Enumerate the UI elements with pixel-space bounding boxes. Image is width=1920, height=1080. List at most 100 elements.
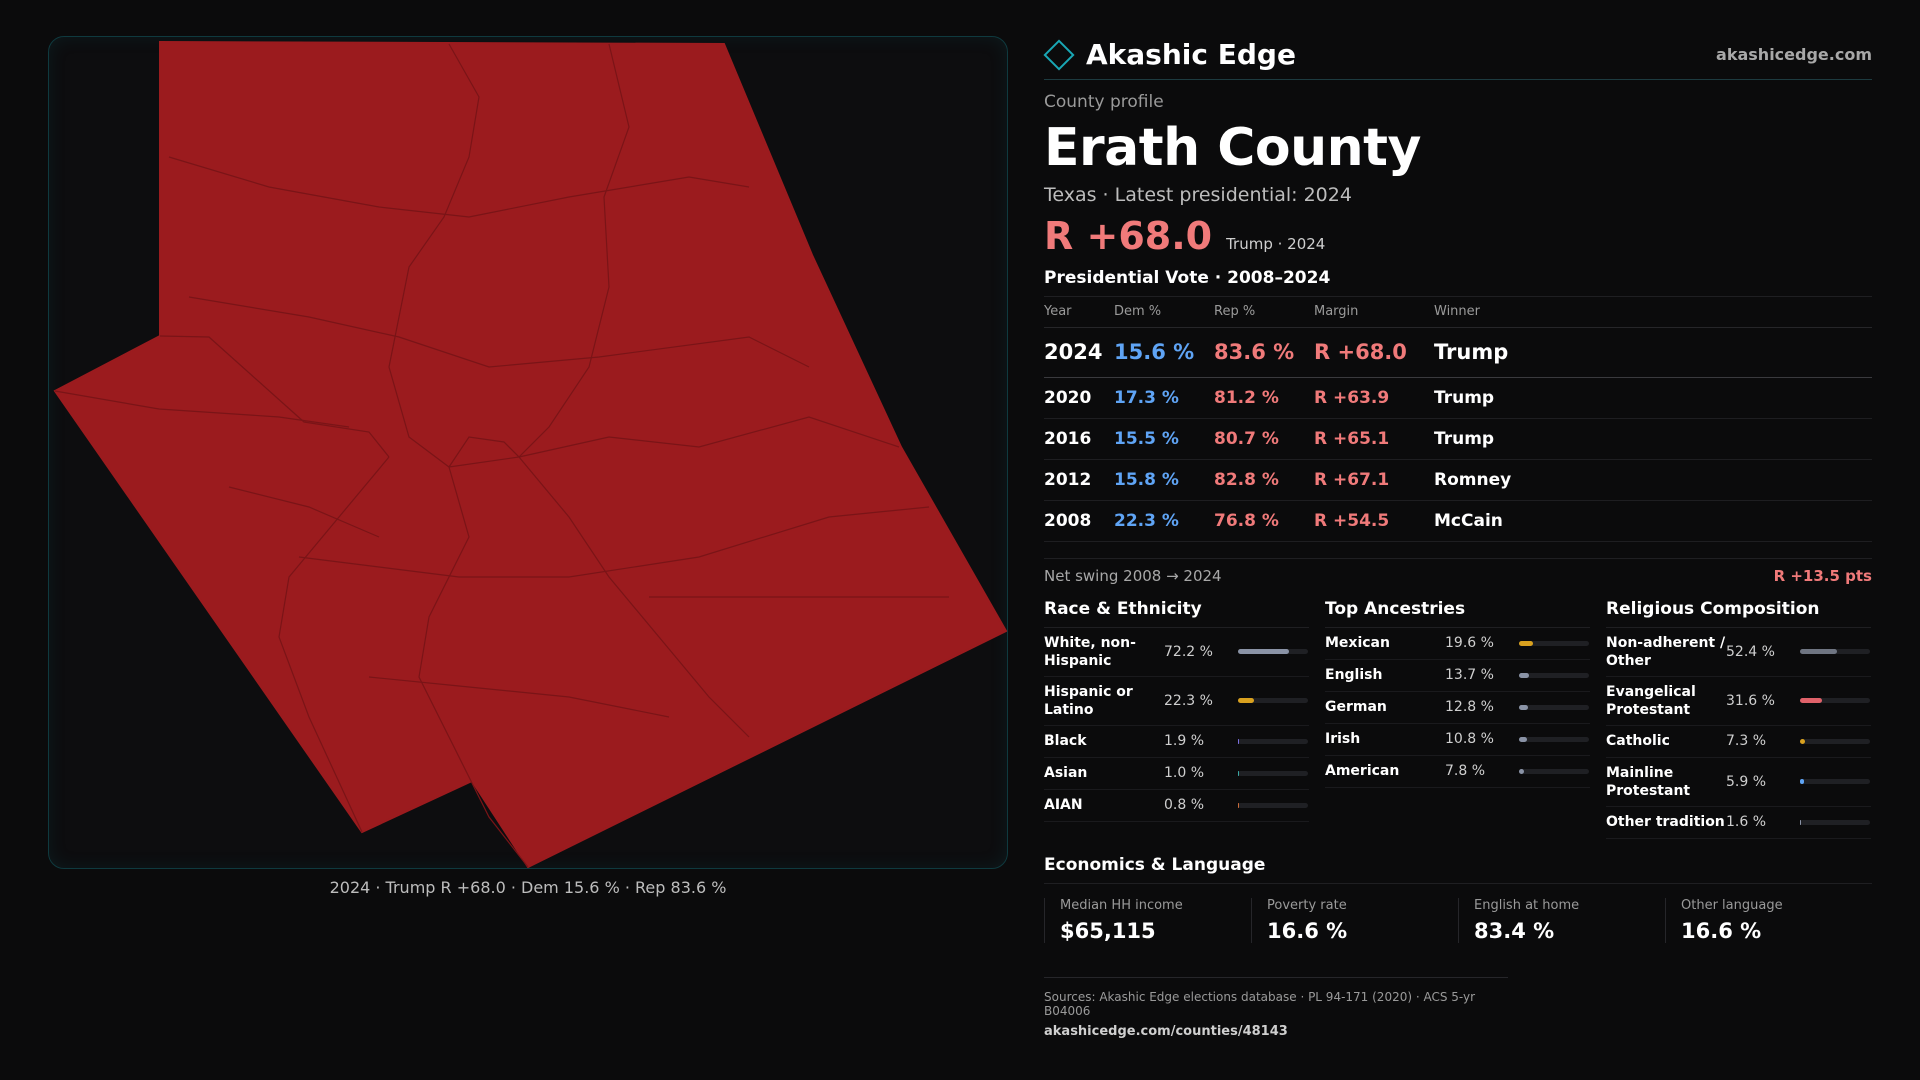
cell-dem: 15.5 %	[1114, 418, 1214, 460]
cell-year: 2008	[1044, 500, 1114, 542]
cell-margin: R +63.9	[1314, 377, 1434, 419]
share-bar-track	[1238, 738, 1308, 744]
list-item: Mainline Protestant 5.9 %	[1606, 758, 1871, 807]
stat-value: 83.4 %	[1474, 918, 1555, 943]
stat-value: 16.6 %	[1681, 918, 1762, 943]
list-item-value: 1.9 %	[1164, 733, 1205, 749]
stat-other-language: Other language 16.6 %	[1665, 897, 1872, 943]
list-item: Evangelical Protestant 31.6 %	[1606, 677, 1871, 726]
col-header-rep: Rep %	[1214, 297, 1314, 328]
list-item-label: Catholic	[1606, 733, 1670, 749]
share-bar-fill	[1519, 672, 1529, 678]
cell-dem: 17.3 %	[1114, 377, 1214, 419]
county-profile-panel: Akashic Edge akashicedge.com County prof…	[1043, 30, 1872, 1039]
list-item: Irish 10.8 %	[1325, 724, 1590, 756]
cell-margin: R +67.1	[1314, 459, 1434, 501]
cell-dem: 15.6 %	[1114, 327, 1214, 378]
share-bar-fill	[1800, 698, 1823, 703]
share-bar-fill	[1800, 738, 1806, 744]
economics-grid: Median HH income $65,115 Poverty rate 16…	[1044, 897, 1872, 943]
list-item-label: Asian	[1044, 765, 1088, 781]
stat-label: English at home	[1474, 897, 1580, 913]
share-bar-track	[1800, 819, 1870, 825]
list-item-label: Evangelical Protestant	[1606, 683, 1696, 718]
brand-url-link[interactable]: akashicedge.com	[1716, 45, 1872, 64]
table-row: 2020 17.3 % 81.2 % R +63.9 Trump	[1044, 377, 1872, 419]
list-item-label: Mexican	[1325, 635, 1390, 651]
list-item: Black 1.9 %	[1044, 726, 1309, 758]
page-eyebrow: County profile	[1044, 92, 1164, 112]
list-item: AIAN 0.8 %	[1044, 790, 1309, 822]
list-item-value: 72.2 %	[1164, 643, 1213, 660]
headline-note: Trump · 2024	[1226, 235, 1326, 253]
cell-margin: R +68.0	[1314, 327, 1434, 378]
list-item-label: American	[1325, 763, 1400, 779]
share-bar-fill	[1238, 649, 1289, 654]
share-bar-track	[1800, 738, 1870, 744]
stat-label: Poverty rate	[1267, 897, 1347, 913]
share-bar-track	[1519, 768, 1589, 774]
list-item-value: 52.4 %	[1726, 643, 1775, 660]
col-header-winner: Winner	[1434, 297, 1872, 328]
list-item: American 7.8 %	[1325, 756, 1590, 788]
cell-rep: 76.8 %	[1214, 500, 1314, 542]
cell-rep: 83.6 %	[1214, 327, 1314, 378]
footer: Sources: Akashic Edge elections database…	[1044, 976, 1508, 1039]
list-item-label: German	[1325, 699, 1387, 715]
demographics-grid: Race & Ethnicity White, non-Hispanic 72.2…	[1044, 599, 1872, 839]
stat-value: 16.6 %	[1267, 918, 1348, 943]
race-ethnicity-section: Race & Ethnicity White, non-Hispanic 72.2…	[1044, 599, 1309, 839]
share-bar-track	[1519, 672, 1589, 678]
list-item: English 13.7 %	[1325, 660, 1590, 692]
stat-label: Median HH income	[1060, 897, 1183, 913]
county-map-svg[interactable]	[49, 37, 1008, 869]
footer-url-link[interactable]: akashicedge.com/counties/48143	[1044, 1023, 1288, 1039]
share-bar-track	[1238, 770, 1308, 776]
page-subtitle: Texas · Latest presidential: 2024	[1044, 184, 1352, 206]
table-row: 2024 15.6 % 83.6 % R +68.0 Trump	[1044, 327, 1872, 378]
share-bar-track	[1519, 736, 1589, 742]
race-ethnicity-title: Race & Ethnicity	[1044, 599, 1309, 628]
list-item: Catholic 7.3 %	[1606, 726, 1871, 758]
list-item-value: 7.8 %	[1445, 763, 1486, 779]
headline-result: R +68.0 Trump · 2024	[1044, 214, 1872, 258]
table-row: 2008 22.3 % 76.8 % R +54.5 McCain	[1044, 500, 1872, 542]
list-item: Hispanic or Latino 22.3 %	[1044, 677, 1309, 726]
share-bar-track	[1800, 779, 1870, 784]
list-item-label: Non-adherent / Other	[1606, 634, 1726, 669]
brand[interactable]: Akashic Edge	[1043, 38, 1296, 71]
net-swing-label: Net swing 2008 → 2024	[1044, 566, 1222, 585]
precinct-boundaries	[54, 43, 949, 868]
list-item-value: 19.6 %	[1445, 635, 1494, 651]
map-caption: 2024 · Trump R +68.0 · Dem 15.6 % · Rep …	[329, 878, 727, 897]
stat-median-income: Median HH income $65,115	[1044, 897, 1251, 943]
brand-header: Akashic Edge akashicedge.com	[1043, 30, 1872, 80]
list-item-label: Black	[1044, 733, 1087, 749]
list-item-value: 22.3 %	[1164, 692, 1213, 709]
list-item-label: Mainline Protestant	[1606, 764, 1691, 799]
cell-winner: Romney	[1434, 459, 1872, 501]
list-item-label: Hispanic or Latino	[1044, 683, 1133, 718]
cell-winner: Trump	[1434, 418, 1872, 460]
cell-winner: Trump	[1434, 327, 1872, 378]
col-header-dem: Dem %	[1114, 297, 1214, 328]
stat-poverty-rate: Poverty rate 16.6 %	[1251, 897, 1458, 943]
cell-rep: 82.8 %	[1214, 459, 1314, 501]
share-bar-fill	[1238, 738, 1240, 744]
vote-table-header: Year Dem % Rep % Margin Winner	[1044, 297, 1872, 328]
stat-value: $65,115	[1060, 918, 1156, 943]
list-item: Asian 1.0 %	[1044, 758, 1309, 790]
cell-winner: Trump	[1434, 377, 1872, 419]
stat-label: Other language	[1681, 897, 1783, 913]
list-item-label: Irish	[1325, 731, 1361, 747]
list-item-value: 12.8 %	[1445, 699, 1494, 715]
cell-year: 2020	[1044, 377, 1114, 419]
share-bar-track	[1238, 649, 1308, 654]
share-bar-track	[1800, 649, 1870, 654]
list-item-value: 10.8 %	[1445, 731, 1494, 747]
cell-dem: 22.3 %	[1114, 500, 1214, 542]
share-bar-fill	[1238, 698, 1254, 703]
county-map[interactable]	[48, 36, 1008, 869]
share-bar-fill	[1519, 704, 1528, 710]
cell-year: 2012	[1044, 459, 1114, 501]
